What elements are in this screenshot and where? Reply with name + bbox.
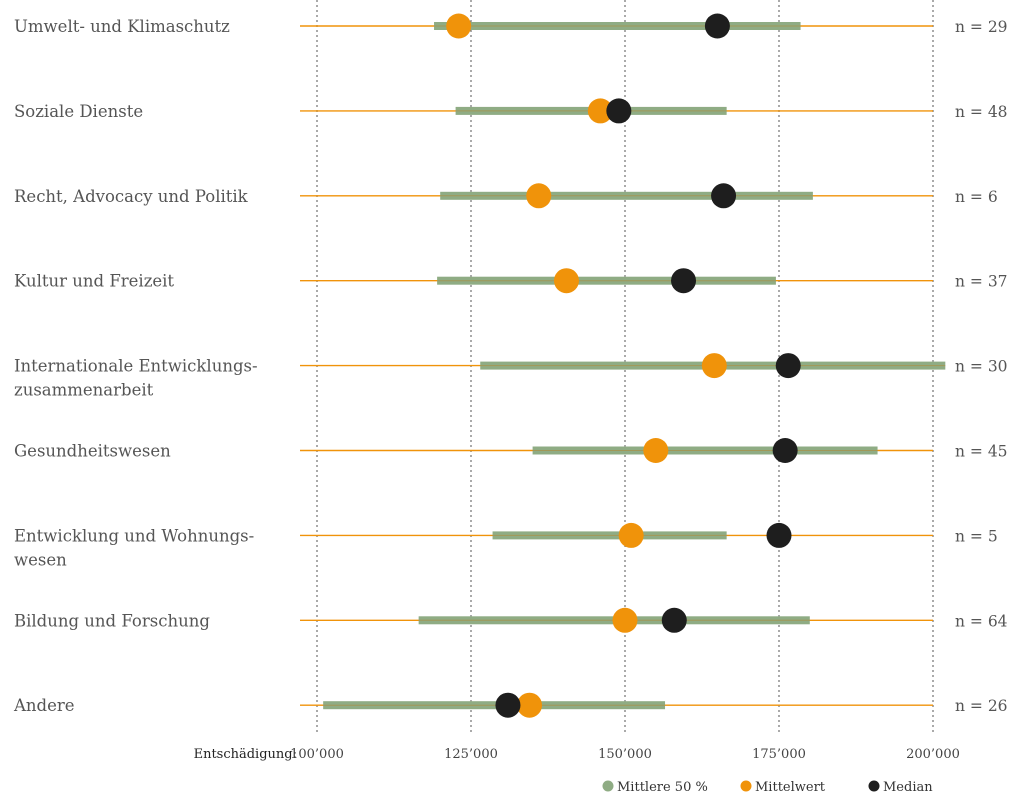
chart-row	[300, 607, 933, 633]
mean-dot	[643, 438, 669, 463]
x-tick-label: 150’000	[598, 747, 652, 762]
chart-row	[300, 13, 933, 39]
chart-row	[300, 438, 933, 463]
sample-size-labels: n = 29 n = 48 n = 6 n = 37 n = 30 n = 45 n = 5…	[955, 18, 1008, 715]
median-dot	[495, 692, 521, 718]
legend-swatch	[868, 780, 880, 792]
n-label: n = 6	[955, 188, 998, 206]
mean-dot	[701, 353, 727, 379]
chart-row	[300, 98, 933, 124]
category-label: Gesundheitswesen	[14, 442, 171, 461]
category-label-line: Umwelt- und Klimaschutz	[14, 17, 230, 36]
category-label-line: Bildung und Forschung	[14, 611, 210, 630]
x-tick-label: 200’000	[906, 747, 960, 762]
mean-dot	[612, 607, 638, 633]
category-label-line: wesen	[14, 550, 67, 569]
n-label: n = 29	[955, 18, 1008, 36]
n-label: n = 5	[955, 527, 998, 545]
category-label: Soziale Dienste	[14, 102, 143, 121]
category-label: Bildung und Forschung	[14, 611, 210, 630]
legend-label: Mittelwert	[755, 780, 826, 795]
category-label-line: zusammenarbeit	[14, 381, 154, 400]
chart-rows	[300, 13, 946, 718]
category-label: Internationale Entwicklungs-zusammenarbe…	[14, 357, 258, 400]
median-dot	[772, 438, 798, 463]
category-label: Recht, Advocacy und Politik	[14, 187, 249, 206]
n-label: n = 64	[955, 612, 1008, 630]
median-dot	[775, 353, 801, 379]
median-dot	[766, 522, 792, 548]
chart-row	[300, 522, 933, 548]
legend: Mittlere 50 % Mittelwert Median	[602, 780, 933, 795]
legend-label: Mittlere 50 %	[617, 780, 708, 795]
category-label-line: Recht, Advocacy und Politik	[14, 187, 249, 206]
mean-dot	[446, 13, 472, 39]
category-label-line: Gesundheitswesen	[14, 442, 171, 461]
chart-row	[300, 353, 946, 379]
n-label: n = 45	[955, 443, 1008, 461]
category-label-line: Kultur und Freizeit	[14, 272, 174, 291]
median-dot	[711, 183, 737, 209]
chart-row	[300, 183, 933, 209]
category-label-line: Entwicklung und Wohnungs-	[14, 526, 254, 545]
n-label: n = 30	[955, 358, 1008, 376]
chart-row	[300, 268, 933, 294]
n-label: n = 37	[955, 273, 1008, 291]
mean-dot	[517, 692, 543, 718]
category-label-line: Andere	[13, 696, 75, 715]
n-label: n = 48	[955, 103, 1008, 121]
x-tick-label: 125’000	[444, 747, 498, 762]
n-label: n = 26	[955, 697, 1008, 715]
legend-label: Median	[883, 780, 933, 795]
mean-dot	[587, 98, 613, 124]
category-label: Andere	[13, 696, 75, 715]
median-dot	[704, 13, 730, 39]
median-dot	[661, 607, 687, 633]
x-tick-label: 175’000	[752, 747, 806, 762]
category-label: Kultur und Freizeit	[14, 272, 174, 291]
category-label: Entwicklung und Wohnungs-wesen	[14, 526, 254, 569]
mean-dot	[553, 268, 579, 294]
median-dot	[606, 98, 632, 124]
legend-swatch	[602, 780, 614, 792]
category-label-line: Internationale Entwicklungs-	[14, 357, 258, 376]
median-dot	[671, 268, 697, 294]
mean-dot	[618, 522, 644, 548]
category-label-line: Soziale Dienste	[14, 102, 143, 121]
chart-row	[300, 692, 933, 718]
x-axis: Entschädigung: 100’000 125’000 150’000 175’…	[194, 747, 960, 762]
mean-dot	[526, 183, 552, 209]
x-tick-label: 100’000	[290, 747, 344, 762]
category-labels: Umwelt- und Klimaschutz Soziale Dienste Re…	[13, 17, 258, 715]
legend-swatch	[740, 780, 752, 792]
x-axis-title: Entschädigung:	[194, 747, 297, 762]
category-label: Umwelt- und Klimaschutz	[14, 17, 230, 36]
